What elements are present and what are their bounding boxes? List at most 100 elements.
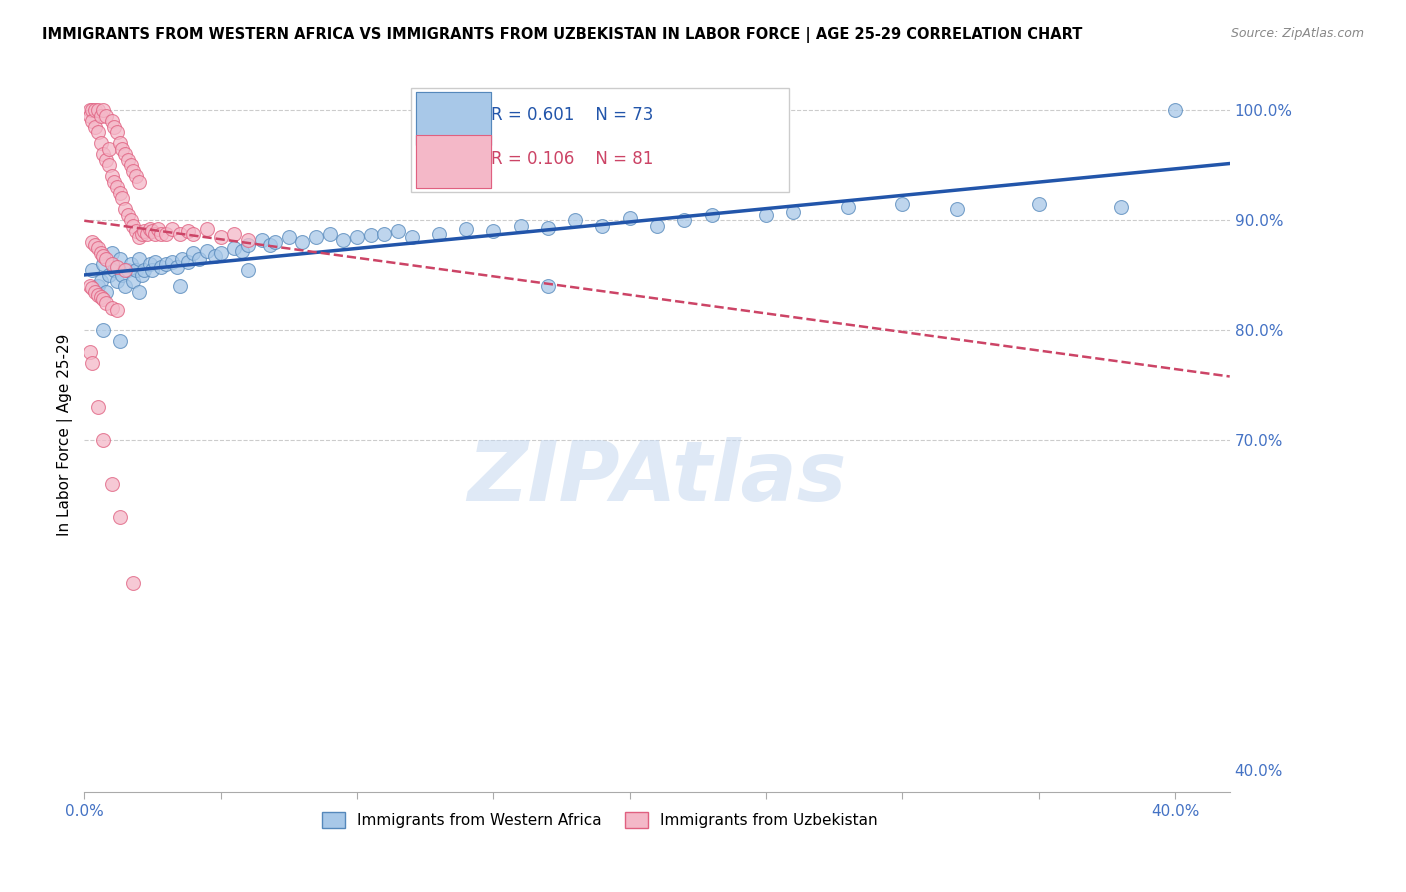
Point <box>97 142 120 156</box>
Point <box>120 158 142 172</box>
Point <box>264 235 287 250</box>
Point <box>105 274 128 288</box>
Point <box>837 200 859 214</box>
Point <box>537 279 560 293</box>
Point <box>103 175 125 189</box>
Point <box>114 202 136 217</box>
Point <box>149 227 172 241</box>
Point <box>103 262 125 277</box>
Point <box>195 244 218 259</box>
Point <box>90 109 112 123</box>
Point <box>125 224 148 238</box>
Point <box>236 262 259 277</box>
Point <box>122 164 145 178</box>
Point <box>120 257 142 271</box>
Point <box>117 262 139 277</box>
Point <box>82 281 104 295</box>
Point <box>291 235 314 250</box>
Point <box>401 230 423 244</box>
Point <box>141 224 163 238</box>
Point <box>250 233 273 247</box>
Point <box>84 103 107 118</box>
Point <box>82 235 104 250</box>
Point <box>105 125 128 139</box>
FancyBboxPatch shape <box>411 88 789 192</box>
Point <box>146 222 169 236</box>
Point <box>87 279 110 293</box>
FancyBboxPatch shape <box>416 135 491 188</box>
FancyBboxPatch shape <box>416 92 491 145</box>
Point <box>177 255 200 269</box>
Point <box>100 477 122 491</box>
Point <box>93 433 115 447</box>
Point <box>236 237 259 252</box>
Point <box>187 252 209 266</box>
Point <box>136 227 159 241</box>
Point <box>108 510 131 524</box>
Point <box>100 301 122 316</box>
Point <box>139 257 162 271</box>
Point <box>128 175 150 189</box>
Point <box>111 142 134 156</box>
Point <box>90 136 112 151</box>
Point <box>79 345 101 359</box>
Point <box>84 285 107 299</box>
Point <box>537 221 560 235</box>
Point <box>134 262 156 277</box>
Point <box>172 252 194 266</box>
Point <box>346 230 368 244</box>
Point <box>114 147 136 161</box>
Point <box>108 136 131 151</box>
Point <box>143 255 166 269</box>
Point <box>259 237 281 252</box>
Point <box>155 257 177 271</box>
Point <box>93 248 115 262</box>
Point <box>100 169 122 184</box>
Point <box>139 222 162 236</box>
Point <box>93 147 115 161</box>
Point <box>155 227 177 241</box>
Point <box>122 274 145 288</box>
Point <box>134 224 156 238</box>
Point <box>79 109 101 123</box>
Point <box>94 285 117 299</box>
Point <box>946 202 969 217</box>
Point <box>93 103 115 118</box>
Point <box>79 279 101 293</box>
Point <box>111 191 134 205</box>
Point <box>509 219 531 233</box>
Point <box>105 260 128 274</box>
Point <box>209 230 232 244</box>
Point <box>87 241 110 255</box>
Point <box>122 219 145 233</box>
Point <box>305 230 328 244</box>
Point <box>177 224 200 238</box>
Point <box>128 230 150 244</box>
Text: Source: ZipAtlas.com: Source: ZipAtlas.com <box>1230 27 1364 40</box>
Point <box>82 356 104 370</box>
Point <box>141 262 163 277</box>
Point <box>160 222 183 236</box>
Point <box>111 268 134 283</box>
Point <box>183 246 205 260</box>
Point <box>84 120 107 134</box>
Point <box>94 153 117 167</box>
Point <box>564 213 586 227</box>
Point <box>332 233 354 247</box>
Point <box>82 114 104 128</box>
Point <box>82 103 104 118</box>
Point <box>236 233 259 247</box>
Point <box>105 303 128 318</box>
Point <box>128 252 150 266</box>
Point <box>482 224 505 238</box>
Point <box>169 227 191 241</box>
Point <box>231 244 253 259</box>
Point <box>782 204 804 219</box>
Point <box>755 208 778 222</box>
Point <box>90 290 112 304</box>
Point <box>360 227 382 242</box>
Point <box>87 103 110 118</box>
Point <box>160 255 183 269</box>
Point <box>97 158 120 172</box>
Point <box>120 213 142 227</box>
